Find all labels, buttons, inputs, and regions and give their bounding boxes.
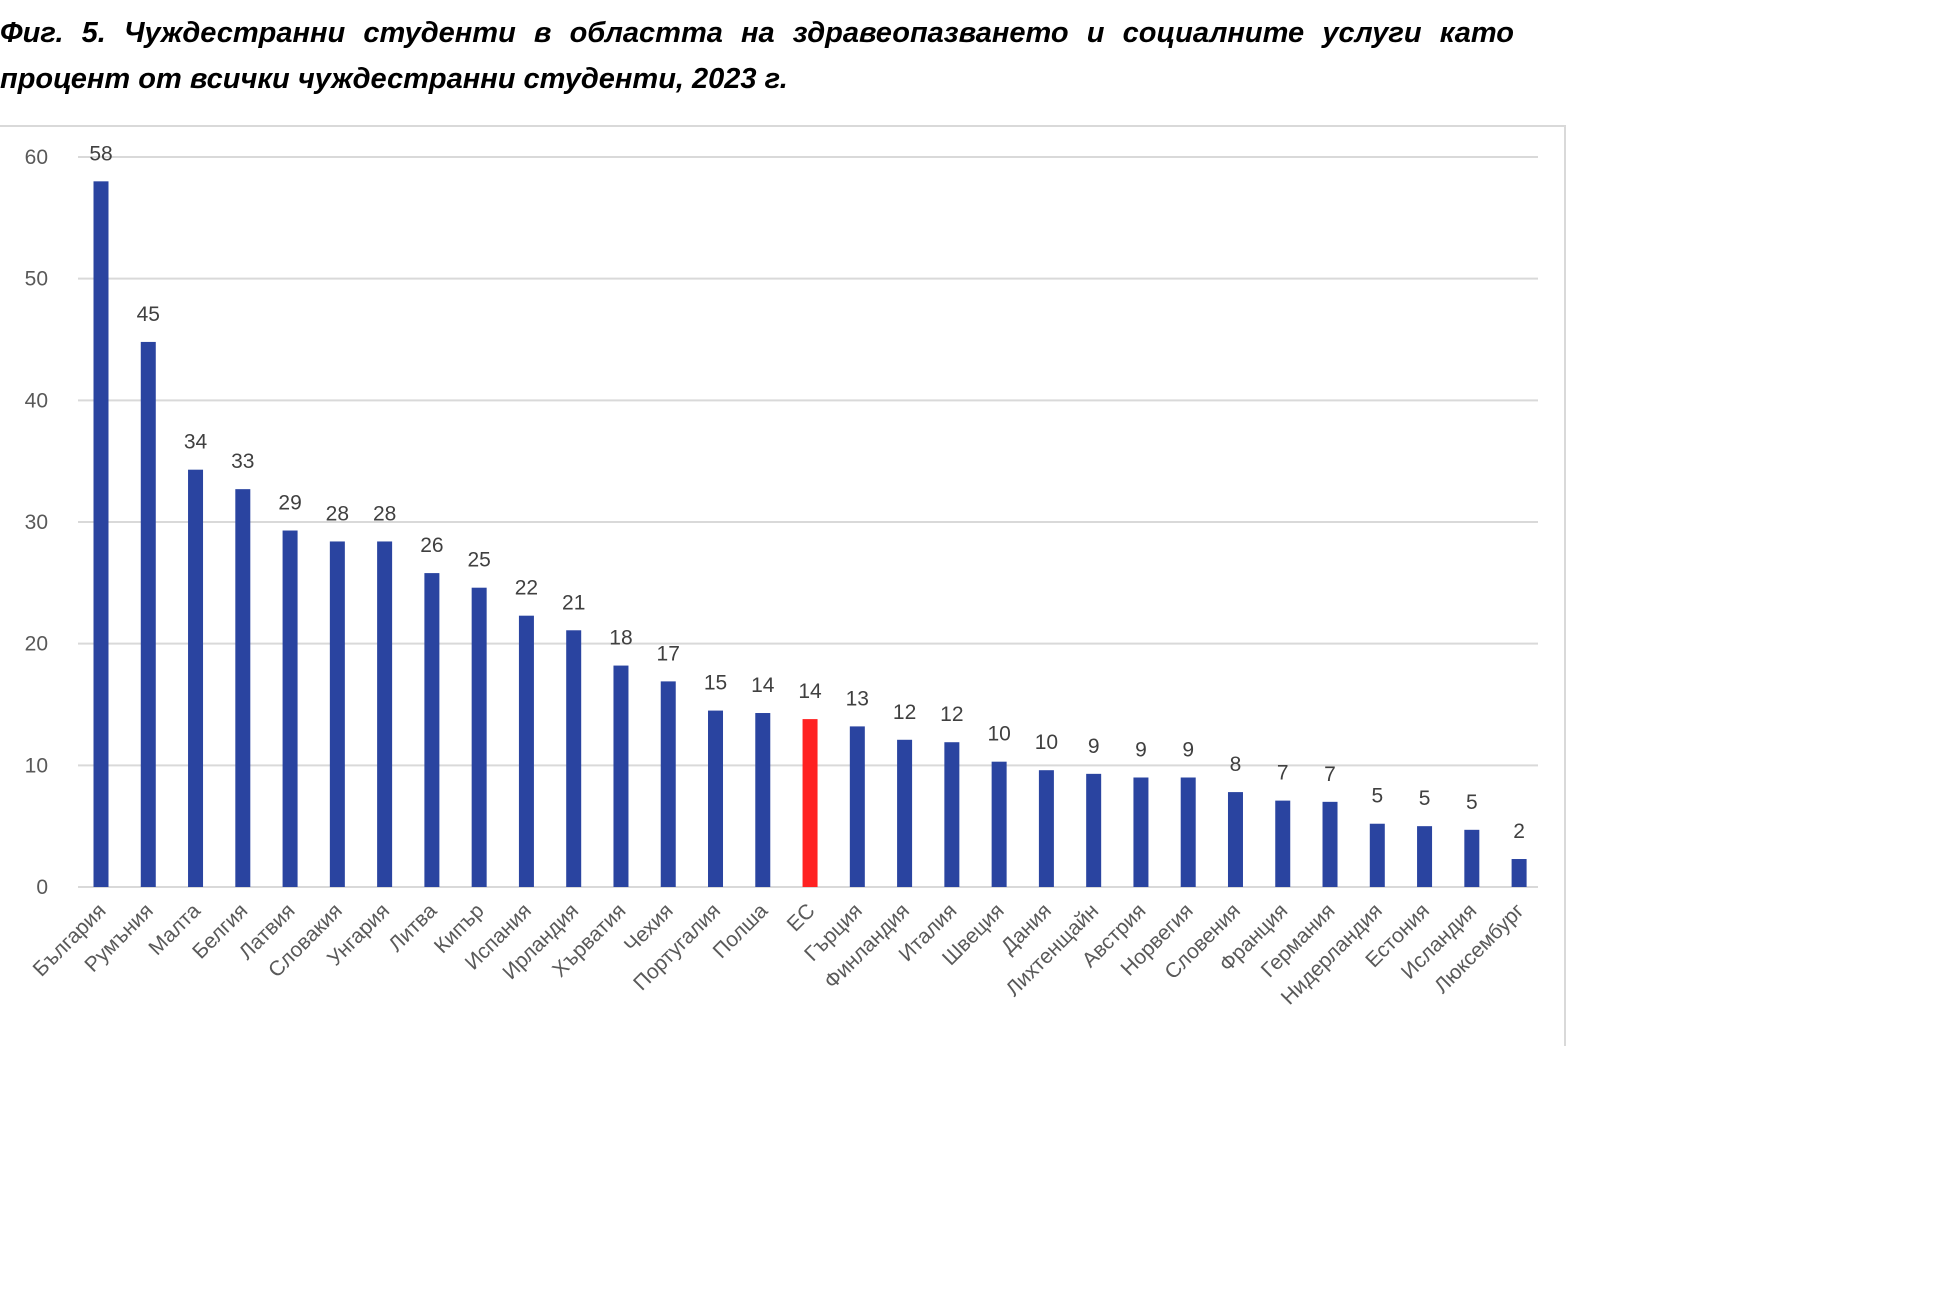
- data-label: 17: [657, 642, 680, 665]
- data-label: 10: [987, 723, 1010, 746]
- y-tick-label: 10: [25, 754, 48, 777]
- bar: [424, 573, 440, 887]
- bar: [329, 541, 345, 887]
- figure-caption: Фиг. 5. Чуждестранни студенти в областта…: [0, 17, 1514, 95]
- data-label: 45: [137, 303, 160, 326]
- y-tick-label: 50: [25, 268, 48, 291]
- data-label: 58: [89, 142, 112, 165]
- bar: [282, 530, 298, 887]
- bar: [613, 665, 629, 887]
- data-label: 10: [1035, 731, 1058, 754]
- bar: [1322, 801, 1338, 887]
- data-label: 26: [420, 534, 443, 557]
- data-label: 13: [846, 687, 869, 710]
- bar-highlight: [802, 719, 818, 887]
- bar: [1038, 770, 1054, 887]
- bar: [660, 681, 676, 887]
- data-label: 9: [1135, 739, 1147, 762]
- data-label: 5: [1466, 791, 1478, 814]
- chart-frame: [0, 125, 1566, 1046]
- bar: [566, 630, 582, 887]
- data-label: 33: [231, 450, 254, 473]
- y-tick-label: 20: [25, 633, 48, 656]
- data-label: 9: [1182, 739, 1194, 762]
- data-label: 29: [278, 492, 301, 515]
- data-label: 5: [1371, 785, 1383, 808]
- bar: [377, 541, 393, 887]
- bar: [93, 181, 109, 888]
- data-label: 7: [1324, 763, 1336, 786]
- bar: [140, 341, 156, 887]
- bar: [1511, 859, 1527, 887]
- bar: [1464, 829, 1480, 887]
- x-category-label: Литва: [384, 899, 441, 956]
- data-label: 8: [1230, 753, 1242, 776]
- bar: [1227, 792, 1243, 887]
- data-label: 7: [1277, 762, 1289, 785]
- data-label: 25: [467, 549, 490, 572]
- data-label: 14: [751, 674, 775, 697]
- bar: [944, 742, 960, 887]
- bar: [235, 489, 251, 887]
- bar: [1417, 826, 1433, 887]
- y-tick-label: 60: [25, 146, 48, 169]
- y-tick-label: 0: [36, 876, 48, 899]
- data-label: 2: [1513, 820, 1525, 843]
- bar: [991, 761, 1007, 887]
- bar: [188, 469, 204, 887]
- data-label: 5: [1419, 787, 1431, 810]
- bar: [849, 726, 865, 887]
- data-label: 21: [562, 591, 585, 614]
- bar: [518, 615, 534, 887]
- bar: [1180, 777, 1196, 887]
- data-label: 14: [798, 680, 822, 703]
- data-label: 34: [184, 431, 208, 454]
- data-label: 22: [515, 577, 538, 600]
- y-tick-label: 30: [25, 511, 48, 534]
- x-category-label: Полша: [709, 899, 773, 963]
- bar: [755, 713, 771, 887]
- bars: [93, 181, 1527, 888]
- data-label: 28: [373, 502, 396, 525]
- bar: [708, 710, 724, 887]
- gridlines: [78, 156, 1538, 888]
- data-label: 12: [893, 701, 916, 724]
- y-axis-ticks: 0 10 20 30 40 50 60: [25, 146, 48, 899]
- data-label: 9: [1088, 735, 1100, 758]
- x-axis-categories: БългарияРумънияМалтаБелгияЛатвияСловакия…: [29, 899, 1529, 1009]
- bar: [897, 739, 913, 887]
- data-label: 15: [704, 672, 727, 695]
- bar: [1275, 800, 1291, 887]
- bar: [1369, 823, 1385, 887]
- bar: [1133, 777, 1149, 887]
- bar: [471, 587, 487, 887]
- data-label: 28: [326, 502, 349, 525]
- data-label: 12: [940, 703, 963, 726]
- x-category-label: ЕС: [783, 899, 820, 936]
- bar: [1086, 773, 1102, 887]
- data-label: 18: [609, 627, 632, 650]
- y-tick-label: 40: [25, 389, 48, 412]
